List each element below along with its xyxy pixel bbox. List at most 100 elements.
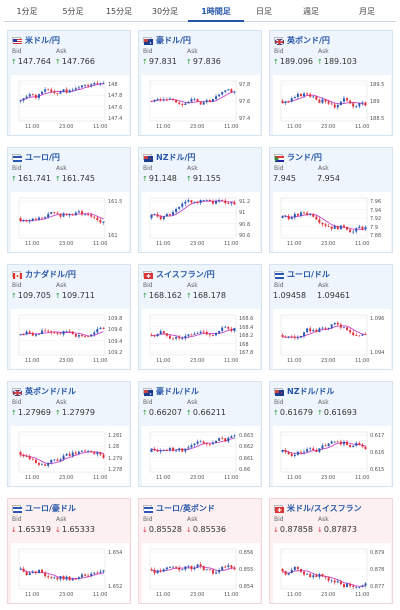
- card-header[interactable]: 米ドル/円: [12, 34, 60, 46]
- candle-body: [99, 327, 102, 330]
- currency-pair-name[interactable]: ユーロ/豪ドル: [25, 503, 76, 513]
- currency-card[interactable]: 米ドル/スイスフラン Bid Ask ↓0.87858 ↓0.87873 0.879 0.8…: [269, 498, 393, 604]
- candle-body: [218, 438, 221, 441]
- currency-card[interactable]: カナダドル/円 Bid Ask ↑109.705 ↑109.711 109.8 109.6 1…: [7, 264, 131, 370]
- price-chart[interactable]: 1.654 1.652 11:00 23:00 11:00: [11, 543, 129, 603]
- currency-card[interactable]: スイスフラン/円 Bid Ask ↑168.162 ↑168.178 168.6 168.4…: [138, 264, 262, 370]
- candle-body: [361, 444, 364, 447]
- tab-7[interactable]: 月足: [359, 7, 375, 16]
- currency-card[interactable]: 豪ドル/円 Bid Ask ↑97.831 ↑97.836 97.8 97.6 97.4 11:…: [138, 30, 262, 136]
- candle-body: [187, 101, 190, 104]
- candle-body: [31, 571, 34, 574]
- price-chart[interactable]: 0.856 0.855 0.854 11:00 23:00 11:00: [142, 543, 260, 603]
- candle-body: [324, 327, 327, 329]
- price-chart[interactable]: 1.096 1.094 11:00 23:00 11:00: [273, 309, 391, 369]
- card-header[interactable]: ランド/円: [274, 151, 322, 163]
- card-header[interactable]: 英ポンド/ドル: [12, 385, 76, 397]
- currency-pair-name[interactable]: カナダドル/円: [25, 269, 76, 279]
- currency-card[interactable]: NZドル/円 Bid Ask ↑91.148 ↑91.155 91.2 91 90.8 90.6…: [138, 147, 262, 253]
- currency-pair-name[interactable]: 豪ドル/ドル: [156, 386, 199, 396]
- currency-pair-name[interactable]: ユーロ/英ポンド: [156, 503, 215, 513]
- price-chart[interactable]: 0.879 0.878 0.877 11:00 23:00 11:00: [273, 543, 391, 603]
- card-header[interactable]: ユーロ/英ポンド: [143, 502, 215, 514]
- currency-pair-name[interactable]: ユーロ/円: [25, 152, 60, 162]
- currency-pair-name[interactable]: 米ドル/円: [25, 35, 60, 45]
- currency-card[interactable]: 英ポンド/円 Bid Ask ↑189.096 ↑189.103 189.5 189 188.…: [269, 30, 393, 136]
- candle-body: [361, 334, 364, 336]
- tab-1[interactable]: 5分足: [62, 7, 84, 16]
- card-header[interactable]: 米ドル/スイスフラン: [274, 502, 362, 514]
- price-chart[interactable]: 1.281 1.28 1.279 1.278 11:00 23:00 11:00: [11, 426, 129, 486]
- currency-card[interactable]: ユーロ/ドルBidAsk↑1.09458↑1.094611.0961.09411…: [269, 264, 393, 370]
- candle-body: [44, 217, 47, 219]
- price-chart[interactable]: 7.96 7.94 7.92 7.9 7.88 11:00 23:00 11:00: [273, 192, 391, 252]
- candle-body: [31, 94, 34, 96]
- card-header[interactable]: ユーロ/豪ドル: [12, 502, 76, 514]
- candle-body: [65, 89, 68, 93]
- price-chart[interactable]: 0.663 0.662 0.661 0.66 11:00 23:00 11:00: [142, 426, 260, 486]
- card-header[interactable]: カナダドル/円: [12, 268, 76, 280]
- ask-value: ↓0.87873: [317, 525, 357, 534]
- candle-body: [321, 222, 324, 225]
- price-chart[interactable]: 97.8 97.6 97.4 11:00 23:00 11:00: [142, 75, 260, 135]
- x-time-label: 11:00: [25, 358, 40, 364]
- price-chart[interactable]: 109.8 109.6 109.4 109.2 11:00 23:00 11:00: [11, 309, 129, 369]
- card-header[interactable]: NZドル/円: [143, 151, 195, 163]
- currency-pair-name[interactable]: 英ポンド/円: [287, 35, 330, 45]
- candle-body: [287, 336, 290, 338]
- candle-body: [93, 83, 96, 85]
- card-header[interactable]: 英ポンド/円: [274, 34, 330, 46]
- currency-card[interactable]: 米ドル/円 Bid Ask ↑147.764 ↑147.766 148 147.8 147.6…: [7, 30, 131, 136]
- candle-body: [96, 217, 99, 221]
- currency-pair-name[interactable]: ランド/円: [287, 152, 322, 162]
- card-header[interactable]: ユーロ/ドル: [274, 268, 330, 280]
- candle-body: [205, 443, 208, 445]
- tab-5[interactable]: 日足: [256, 7, 272, 16]
- price-chart[interactable]: 161.5 161 11:00 23:00 11:00: [11, 192, 129, 252]
- price-chart[interactable]: 189.5 189 188.5 11:00 23:00 11:00: [273, 75, 391, 135]
- currency-pair-name[interactable]: 英ポンド/ドル: [25, 386, 76, 396]
- price-chart[interactable]: 0.617 0.616 0.615 11:00 23:00 11:00: [273, 426, 391, 486]
- candle-body: [364, 102, 367, 106]
- currency-card[interactable]: 英ポンド/ドル Bid Ask ↑1.27969 ↑1.27979 1.281 1.28 1.…: [7, 381, 131, 487]
- card-header[interactable]: 豪ドル/円: [143, 34, 191, 46]
- currency-pair-name[interactable]: 豪ドル/円: [156, 35, 191, 45]
- tab-4[interactable]: 1時間足: [188, 3, 244, 22]
- price-chart[interactable]: 91.2 91 90.8 90.6 11:00 23:00 11:00: [142, 192, 260, 252]
- tab-6[interactable]: 週足: [303, 7, 319, 16]
- x-time-label: 11:00: [156, 124, 171, 130]
- candle-body: [306, 328, 309, 333]
- candle-body: [293, 213, 296, 218]
- currency-card[interactable]: ユーロ/豪ドル Bid Ask ↓1.65319 ↓1.65333 1.654 1.652 1…: [7, 498, 131, 604]
- currency-card[interactable]: 豪ドル/ドル Bid Ask ↑0.66207 ↑0.66211 0.663 0.662 0.…: [138, 381, 262, 487]
- bid-label: Bid: [12, 48, 22, 55]
- currency-card[interactable]: NZドル/ドル Bid Ask ↑0.61679 ↑0.61693 0.617 0.616 0…: [269, 381, 393, 487]
- currency-pair-name[interactable]: NZドル/ドル: [287, 386, 335, 396]
- currency-card[interactable]: ユーロ/英ポンド Bid Ask ↓0.85528 ↓0.85536 0.856 0.855…: [138, 498, 262, 604]
- candle-body: [196, 564, 199, 568]
- card-header[interactable]: 豪ドル/ドル: [143, 385, 199, 397]
- candle-body: [37, 463, 40, 465]
- card-header[interactable]: スイスフラン/円: [143, 268, 215, 280]
- candle-body: [59, 333, 62, 335]
- card-header[interactable]: NZドル/ドル: [274, 385, 334, 397]
- tab-0[interactable]: 1分足: [16, 7, 38, 16]
- candle-body: [71, 89, 74, 91]
- currency-card[interactable]: ユーロ/円 Bid Ask ↑161.741 ↑161.745 161.5 161 11:00…: [7, 147, 131, 253]
- price-chart[interactable]: 168.6 168.4 168.2 168 167.8 11:00 23:00 11:00: [142, 309, 260, 369]
- currency-pair-name[interactable]: NZドル/円: [156, 152, 196, 162]
- x-time-label: 11:00: [287, 592, 302, 598]
- bid-value: ↑7.945: [273, 174, 296, 183]
- candle-body: [299, 335, 302, 338]
- tab-2[interactable]: 15分足: [105, 7, 133, 16]
- candle-body: [296, 213, 299, 216]
- currency-pair-name[interactable]: 米ドル/スイスフラン: [287, 503, 362, 513]
- currency-pair-name[interactable]: スイスフラン/円: [156, 269, 215, 279]
- price-chart[interactable]: 148 147.8 147.6 147.4 11:00 23:00 11:00: [11, 75, 129, 135]
- card-header[interactable]: ユーロ/円: [12, 151, 60, 163]
- tab-3[interactable]: 30分足: [151, 7, 179, 16]
- candle-body: [315, 329, 318, 333]
- currency-pair-name[interactable]: ユーロ/ドル: [287, 269, 330, 279]
- candle-body: [352, 332, 355, 336]
